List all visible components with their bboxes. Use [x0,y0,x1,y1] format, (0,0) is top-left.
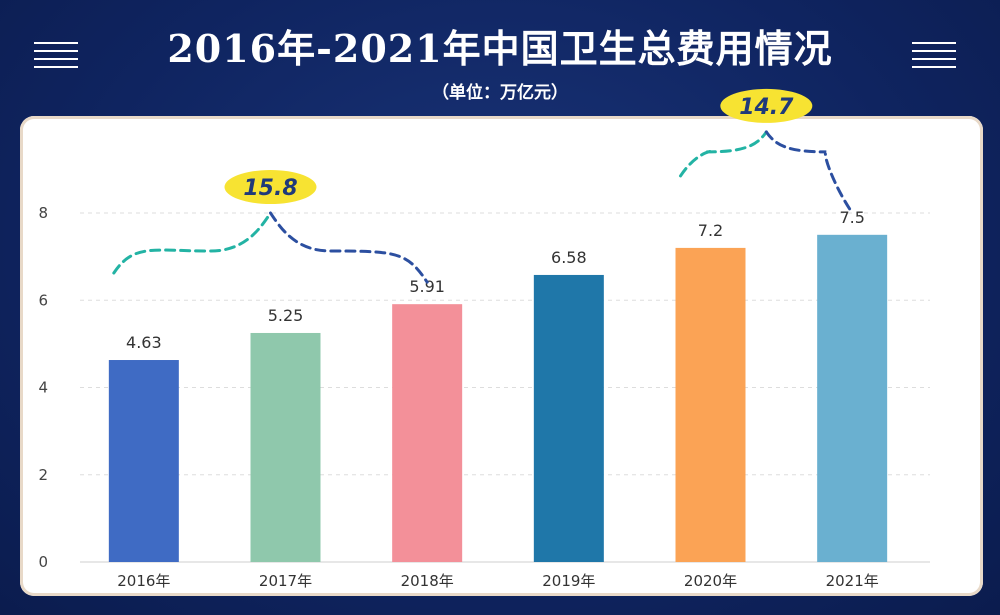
x-tick-label: 2021年 [826,572,879,590]
annotation-bubble [720,88,813,123]
x-tick-label: 2019年 [542,572,595,590]
menu-icon-left[interactable] [34,42,78,78]
y-tick-label: 2 [38,466,48,484]
bar-2020年 [675,247,746,562]
x-tick-label: 2020年 [684,572,737,590]
menu-icon-right[interactable] [912,42,956,78]
page-subtitle: （单位：万亿元） [432,83,568,103]
page-title: 2016年-2021年中国卫生总费用情况 [167,26,833,71]
data-label: 7.5 [839,208,864,227]
data-label: 5.91 [409,277,445,296]
data-label: 4.63 [126,333,162,352]
data-label: 5.25 [268,306,304,325]
bar-2017年 [250,332,321,562]
y-tick-label: 0 [38,553,48,571]
bar-2019年 [533,274,604,562]
brace-right-dashed [269,211,429,284]
data-label: 6.58 [551,248,587,267]
annotation-bubble [224,170,317,205]
bar-2016年 [108,360,179,562]
bar-2018年 [392,304,463,562]
brace-left-dashed [679,130,768,178]
x-tick-label: 2016年 [117,572,170,590]
bar-2021年 [817,234,888,562]
brace-left-dashed [112,211,272,275]
data-label: 7.2 [698,221,723,240]
annotation-value: 14.7 [739,95,794,120]
x-tick-label: 2017年 [259,572,312,590]
brace-right-dashed [764,130,854,215]
x-tick-label: 2018年 [401,572,454,590]
annotation-value: 15.8 [243,176,297,201]
y-tick-label: 8 [38,204,48,222]
y-tick-label: 4 [38,379,48,397]
y-tick-label: 6 [38,291,48,309]
